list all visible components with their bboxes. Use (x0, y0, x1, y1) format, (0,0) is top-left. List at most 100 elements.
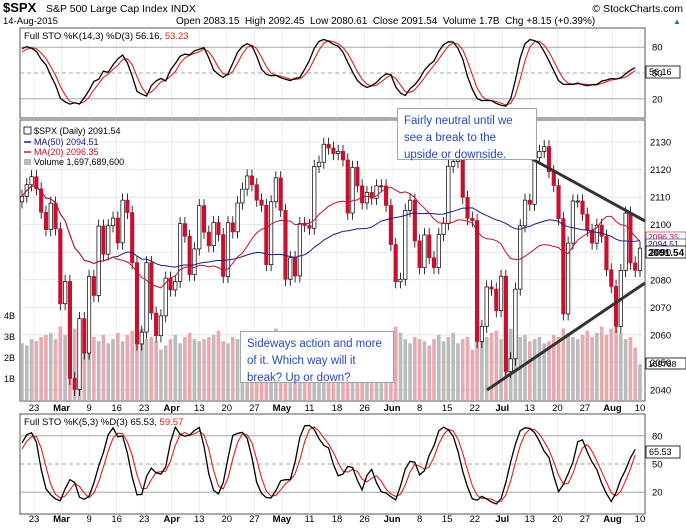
price-tick-label: 2050 (650, 358, 671, 369)
x-tick-label: 23 (139, 403, 150, 414)
candle-up (379, 185, 384, 188)
x-tick-label: Jun (384, 514, 401, 524)
candle-up (178, 223, 183, 282)
chart-symbol: $SPX (3, 0, 37, 15)
x-tick-label: 23 (139, 514, 150, 524)
volume-tick-label: 1B (4, 374, 15, 384)
volume-bar (393, 326, 398, 400)
price-tick-label: 2100 (650, 220, 671, 231)
volume-bar (87, 330, 91, 400)
upper-sto-tick-label: 20 (652, 94, 663, 105)
volume-bar (44, 334, 48, 400)
x-tick-label: 9 (86, 514, 91, 524)
candle-down (307, 225, 312, 229)
candle-up (542, 146, 547, 152)
x-tick-label: 22 (469, 514, 480, 524)
volume-bar (48, 332, 53, 400)
candle-down (340, 151, 346, 161)
volume-bar (139, 328, 144, 400)
candle-down (168, 277, 173, 291)
svg-text:2094.51: 2094.51 (648, 239, 679, 249)
candle-down (259, 199, 264, 206)
candle-down (489, 286, 494, 290)
x-tick-label: 26 (359, 403, 370, 414)
candle-down (264, 205, 269, 265)
candle-down (43, 211, 49, 230)
close-value-tag: 2091.54 (645, 245, 686, 259)
volume-bar (513, 332, 518, 400)
candle-up (96, 225, 101, 296)
candle-down (39, 188, 44, 213)
candle-down (527, 199, 532, 205)
x-tick-label: Apr (164, 514, 181, 524)
volume-bar (489, 332, 494, 400)
candle-down (34, 176, 39, 190)
volume-bar (566, 332, 570, 400)
candle-down (58, 228, 63, 305)
volume-bar (599, 326, 604, 400)
candle-down (154, 312, 159, 337)
candle-up (144, 262, 149, 333)
volume-bar (527, 341, 532, 400)
candle-up (273, 177, 278, 203)
candle-up (235, 202, 240, 233)
price-tick-label: 2070 (650, 303, 671, 314)
candle-up (288, 257, 293, 280)
x-tick-label: 23 (29, 514, 40, 524)
x-tick-label: Mar (53, 403, 70, 414)
candle-up (498, 275, 504, 311)
candle-down (292, 257, 298, 277)
candle-up (163, 277, 168, 317)
candle-down (384, 185, 389, 206)
volume-bar (585, 330, 590, 400)
x-tick-label: Jul (495, 403, 509, 414)
x-tick-label: 20 (552, 403, 563, 414)
volume-bar (101, 334, 106, 400)
candle-down (187, 235, 192, 275)
candle-down (249, 175, 255, 186)
candle-up (77, 318, 82, 390)
volume-bar (183, 337, 187, 400)
candle-up (436, 234, 441, 269)
volume-bar (106, 343, 111, 400)
volume-bar (417, 339, 422, 400)
price-tick-label: 2080 (650, 275, 671, 286)
candle-up (269, 201, 274, 265)
candle-down (546, 146, 552, 173)
candle-up (312, 166, 317, 229)
candle-up (321, 143, 326, 163)
x-tick-label: 13 (525, 514, 536, 524)
price-tick-label: 2110 (650, 193, 670, 204)
candle-down (206, 231, 211, 246)
volume-bar (207, 337, 211, 400)
candle-up (537, 151, 542, 159)
candle-up (451, 161, 456, 167)
candle-down (53, 202, 58, 230)
volume-bar (441, 341, 446, 400)
chg-up-icon: ▲ (673, 17, 681, 26)
x-tick-label: 27 (580, 514, 591, 524)
volume-bar (427, 345, 432, 400)
volume-bar (456, 343, 460, 400)
candle-down (633, 262, 638, 271)
volume-bar (609, 328, 614, 400)
candle-down (82, 318, 87, 354)
volume-bar (24, 345, 29, 400)
ma50-line (21, 185, 641, 268)
chart-date: 14-Aug-2015 (3, 16, 58, 27)
svg-text:2096.35: 2096.35 (648, 232, 679, 242)
candle-up (374, 185, 379, 199)
candle-down (388, 205, 393, 245)
candle-up (479, 325, 484, 342)
annotation-top: Fairly neutral until we see a break to t… (397, 108, 537, 161)
volume-bar (53, 339, 58, 400)
x-tick-label: 27 (249, 403, 260, 414)
volume-bar (82, 339, 87, 400)
volume-bar (398, 332, 403, 400)
candle-up (407, 199, 413, 211)
candle-up (316, 161, 322, 167)
volume-value-tag: 169768 (645, 357, 686, 370)
candle-up (110, 217, 116, 227)
x-tick-label: 20 (222, 403, 233, 414)
price-tick-label: 2090 (650, 248, 671, 259)
